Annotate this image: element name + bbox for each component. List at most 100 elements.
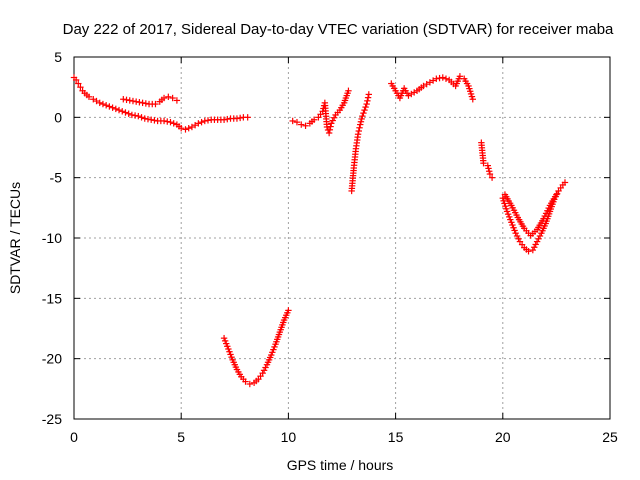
data-point	[151, 117, 158, 124]
data-point	[480, 159, 487, 167]
data-point	[486, 170, 494, 178]
data-point	[289, 117, 296, 125]
x-tick-label: 20	[495, 429, 511, 445]
data-point	[260, 367, 268, 374]
data-point	[429, 77, 437, 84]
data-point	[246, 380, 254, 388]
data-point	[85, 93, 93, 101]
data-point	[420, 82, 427, 90]
grid	[74, 57, 610, 419]
data-point	[359, 112, 366, 120]
data-point	[529, 246, 537, 254]
data-point	[285, 307, 292, 314]
data-point	[298, 121, 305, 128]
data-point	[77, 83, 84, 91]
data-point	[513, 232, 521, 240]
data-point	[138, 114, 145, 121]
data-point	[136, 99, 143, 106]
data-point	[198, 118, 205, 126]
data-point	[139, 99, 146, 107]
data-point	[426, 79, 434, 86]
data-point	[152, 100, 159, 108]
x-tick-label: 25	[602, 429, 618, 445]
axis-ticks: 0 5 10 15 20 25 5 0 -5 -10 -15 -20 -25	[42, 49, 618, 445]
x-tick-label: 5	[177, 429, 185, 445]
data-point	[129, 97, 137, 105]
data-point	[236, 114, 244, 122]
data-point	[185, 124, 192, 132]
data-point	[135, 112, 142, 120]
data-point	[204, 117, 212, 124]
data-point	[182, 126, 189, 133]
data-points	[70, 73, 569, 388]
data-point	[160, 117, 168, 125]
data-point	[330, 114, 338, 121]
data-point	[123, 96, 130, 104]
data-point	[112, 105, 120, 113]
data-point	[109, 104, 116, 111]
data-point	[144, 115, 152, 123]
data-point	[259, 369, 266, 377]
data-point	[142, 100, 150, 107]
data-point	[357, 118, 365, 125]
y-axis-label: SDTVAR / TECUs	[7, 182, 23, 294]
data-point	[325, 129, 333, 137]
data-point	[170, 120, 177, 127]
data-point	[262, 364, 269, 371]
data-point	[361, 106, 368, 114]
y-tick-label: -20	[42, 351, 62, 367]
data-point	[469, 96, 476, 103]
data-point	[93, 97, 100, 105]
data-point	[536, 232, 544, 240]
data-point	[423, 80, 430, 88]
data-point	[120, 96, 127, 103]
data-point	[484, 162, 491, 169]
data-point	[561, 179, 569, 186]
data-point	[456, 73, 464, 80]
data-point	[188, 123, 196, 131]
data-point	[362, 103, 369, 111]
data-point	[329, 117, 336, 124]
data-point	[363, 100, 370, 108]
data-point	[122, 109, 129, 116]
chart-title: Day 222 of 2017, Sidereal Day-to-day VTE…	[63, 21, 614, 38]
data-point	[165, 93, 172, 101]
data-point	[128, 111, 136, 119]
x-tick-label: 10	[281, 429, 297, 445]
data-point	[364, 94, 372, 101]
data-point	[90, 96, 97, 103]
data-point	[131, 112, 139, 119]
data-point	[244, 114, 251, 121]
data-point	[327, 123, 334, 130]
data-point	[141, 115, 148, 122]
data-point	[410, 89, 418, 96]
data-point	[355, 127, 362, 135]
y-tick-label: 0	[54, 109, 62, 125]
data-point	[360, 109, 367, 117]
data-point	[354, 131, 362, 138]
data-point	[408, 90, 415, 98]
x-axis-label: GPS time / hours	[287, 457, 394, 473]
data-point	[132, 98, 140, 105]
data-point	[72, 76, 80, 84]
data-point	[535, 235, 542, 243]
data-point	[220, 116, 228, 123]
y-tick-label: 5	[54, 49, 62, 65]
data-point	[147, 116, 155, 123]
data-point	[119, 108, 126, 115]
y-tick-label: -25	[42, 411, 62, 427]
data-point	[365, 91, 372, 98]
data-point	[553, 191, 560, 198]
data-point	[242, 378, 249, 385]
y-tick-label: -10	[42, 230, 62, 246]
data-point	[99, 100, 107, 108]
data-point	[525, 248, 532, 255]
data-point	[532, 241, 539, 248]
data-point	[191, 121, 199, 129]
data-point	[293, 118, 301, 126]
data-point	[439, 74, 446, 81]
data-point	[364, 97, 371, 105]
data-point	[115, 106, 123, 114]
data-point	[485, 165, 492, 172]
data-point	[302, 122, 309, 129]
